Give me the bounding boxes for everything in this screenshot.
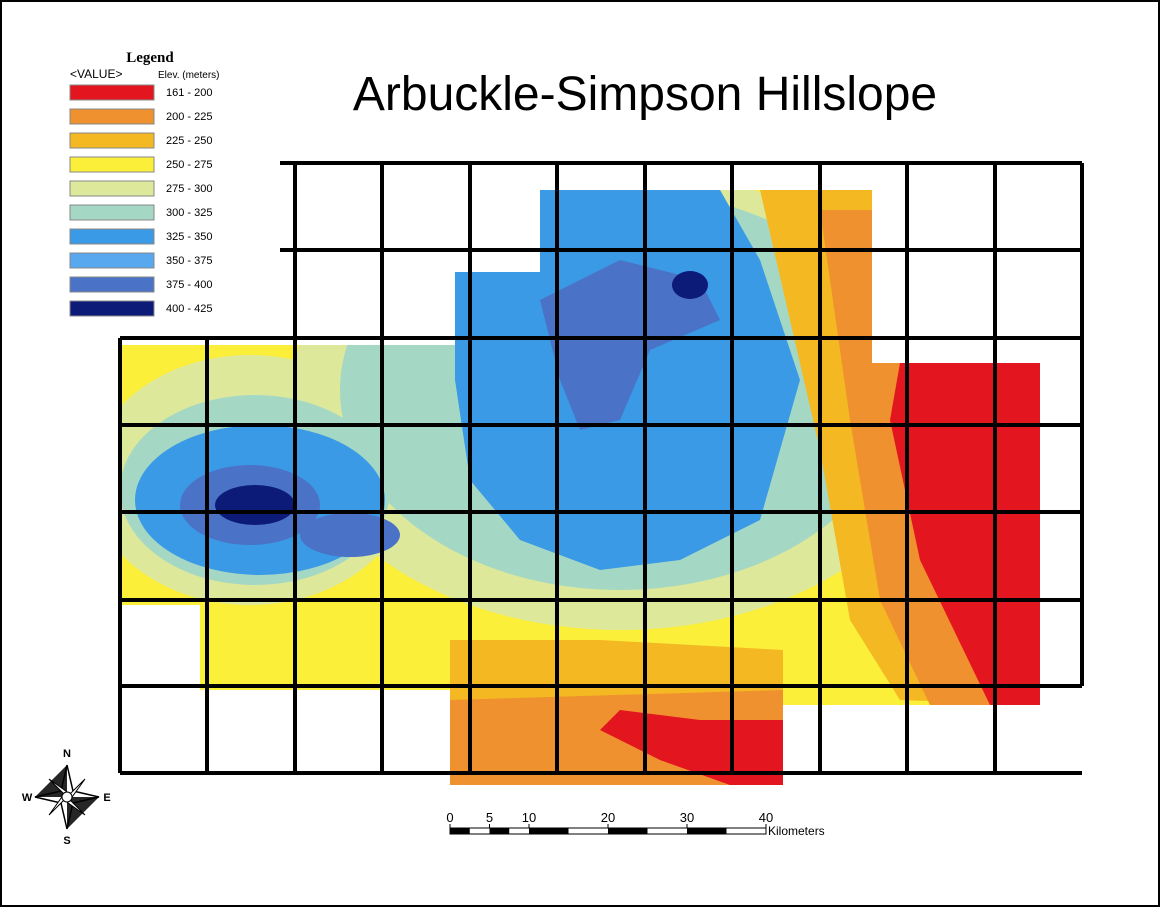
legend-swatch [70, 181, 154, 196]
legend-swatch [70, 277, 154, 292]
legend-label: 375 - 400 [166, 279, 212, 291]
legend-swatch [70, 205, 154, 220]
scale-label: 30 [680, 810, 694, 825]
legend-swatch [70, 133, 154, 148]
scale-bar-segment [687, 828, 727, 834]
zone [300, 513, 400, 557]
legend-unit: Elev. (meters) [158, 70, 220, 81]
map-page: Arbuckle-Simpson Hillslope Legend <VALUE… [0, 0, 1160, 907]
scale-bar-segment [450, 828, 470, 834]
legend-label: 250 - 275 [166, 159, 212, 171]
scale-bar-segment [490, 828, 510, 834]
legend-swatch [70, 301, 154, 316]
legend-label: 200 - 225 [166, 111, 212, 123]
zone [672, 271, 708, 299]
scale-bar-segment [529, 828, 569, 834]
compass-s: S [63, 835, 70, 847]
scale-unit: Kilometers [768, 824, 825, 838]
legend-swatch [70, 157, 154, 172]
scale-label: 10 [522, 810, 536, 825]
legend-label: 325 - 350 [166, 231, 212, 243]
legend-label: 275 - 300 [166, 183, 212, 195]
legend-swatch [70, 229, 154, 244]
legend-swatch [70, 85, 154, 100]
legend-label: 350 - 375 [166, 255, 212, 267]
legend-title: Legend [126, 50, 174, 66]
legend-field: <VALUE> [70, 67, 122, 81]
scale-label: 40 [759, 810, 773, 825]
scale-label: 0 [446, 810, 453, 825]
legend-label: 300 - 325 [166, 207, 212, 219]
compass-e: E [103, 792, 110, 804]
compass-w: W [22, 792, 33, 804]
legend-swatch [70, 109, 154, 124]
legend-swatch [70, 253, 154, 268]
legend-label: 225 - 250 [166, 135, 212, 147]
map-title: Arbuckle-Simpson Hillslope [353, 68, 937, 121]
legend-label: 161 - 200 [166, 87, 212, 99]
legend-label: 400 - 425 [166, 303, 212, 315]
scale-label: 5 [486, 810, 493, 825]
compass-n: N [63, 748, 71, 760]
scale-label: 20 [601, 810, 615, 825]
zone [215, 485, 295, 525]
scale-bar-segment [608, 828, 648, 834]
